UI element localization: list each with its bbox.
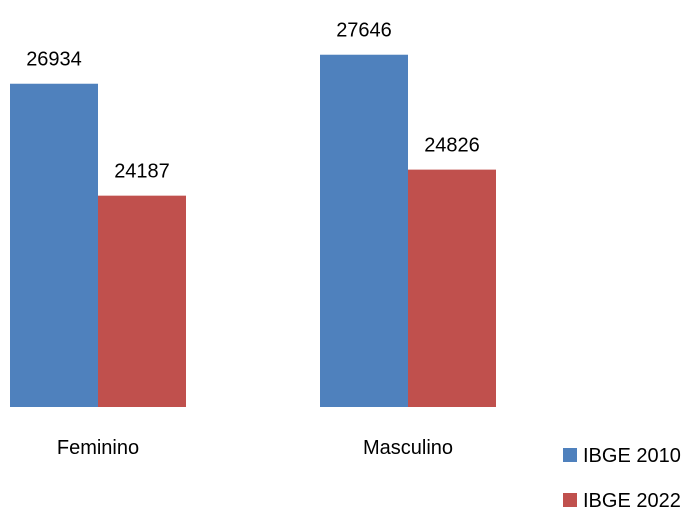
- bar-feminino-ibge-2010: [10, 83, 98, 408]
- data-labels-layer: 26934 24187 27646 24826: [26, 20, 480, 183]
- legend-swatch: [563, 493, 577, 507]
- data-label: 24826: [424, 135, 480, 157]
- bar-feminino-ibge-2022: [98, 195, 186, 407]
- bars-layer: [10, 54, 496, 408]
- bar-masculino-ibge-2022: [408, 169, 496, 407]
- legend: IBGE 2010 IBGE 2022: [563, 445, 681, 512]
- legend-label: IBGE 2010: [583, 445, 681, 467]
- category-label-masculino: Masculino: [363, 437, 453, 459]
- bar-masculino-ibge-2010: [320, 54, 408, 407]
- legend-swatch: [563, 448, 577, 462]
- data-label: 26934: [26, 49, 82, 71]
- data-label: 27646: [336, 20, 392, 42]
- legend-label: IBGE 2022: [583, 490, 681, 512]
- category-labels-layer: Feminino Masculino: [57, 437, 453, 459]
- data-label: 24187: [114, 161, 170, 183]
- category-label-feminino: Feminino: [57, 437, 139, 459]
